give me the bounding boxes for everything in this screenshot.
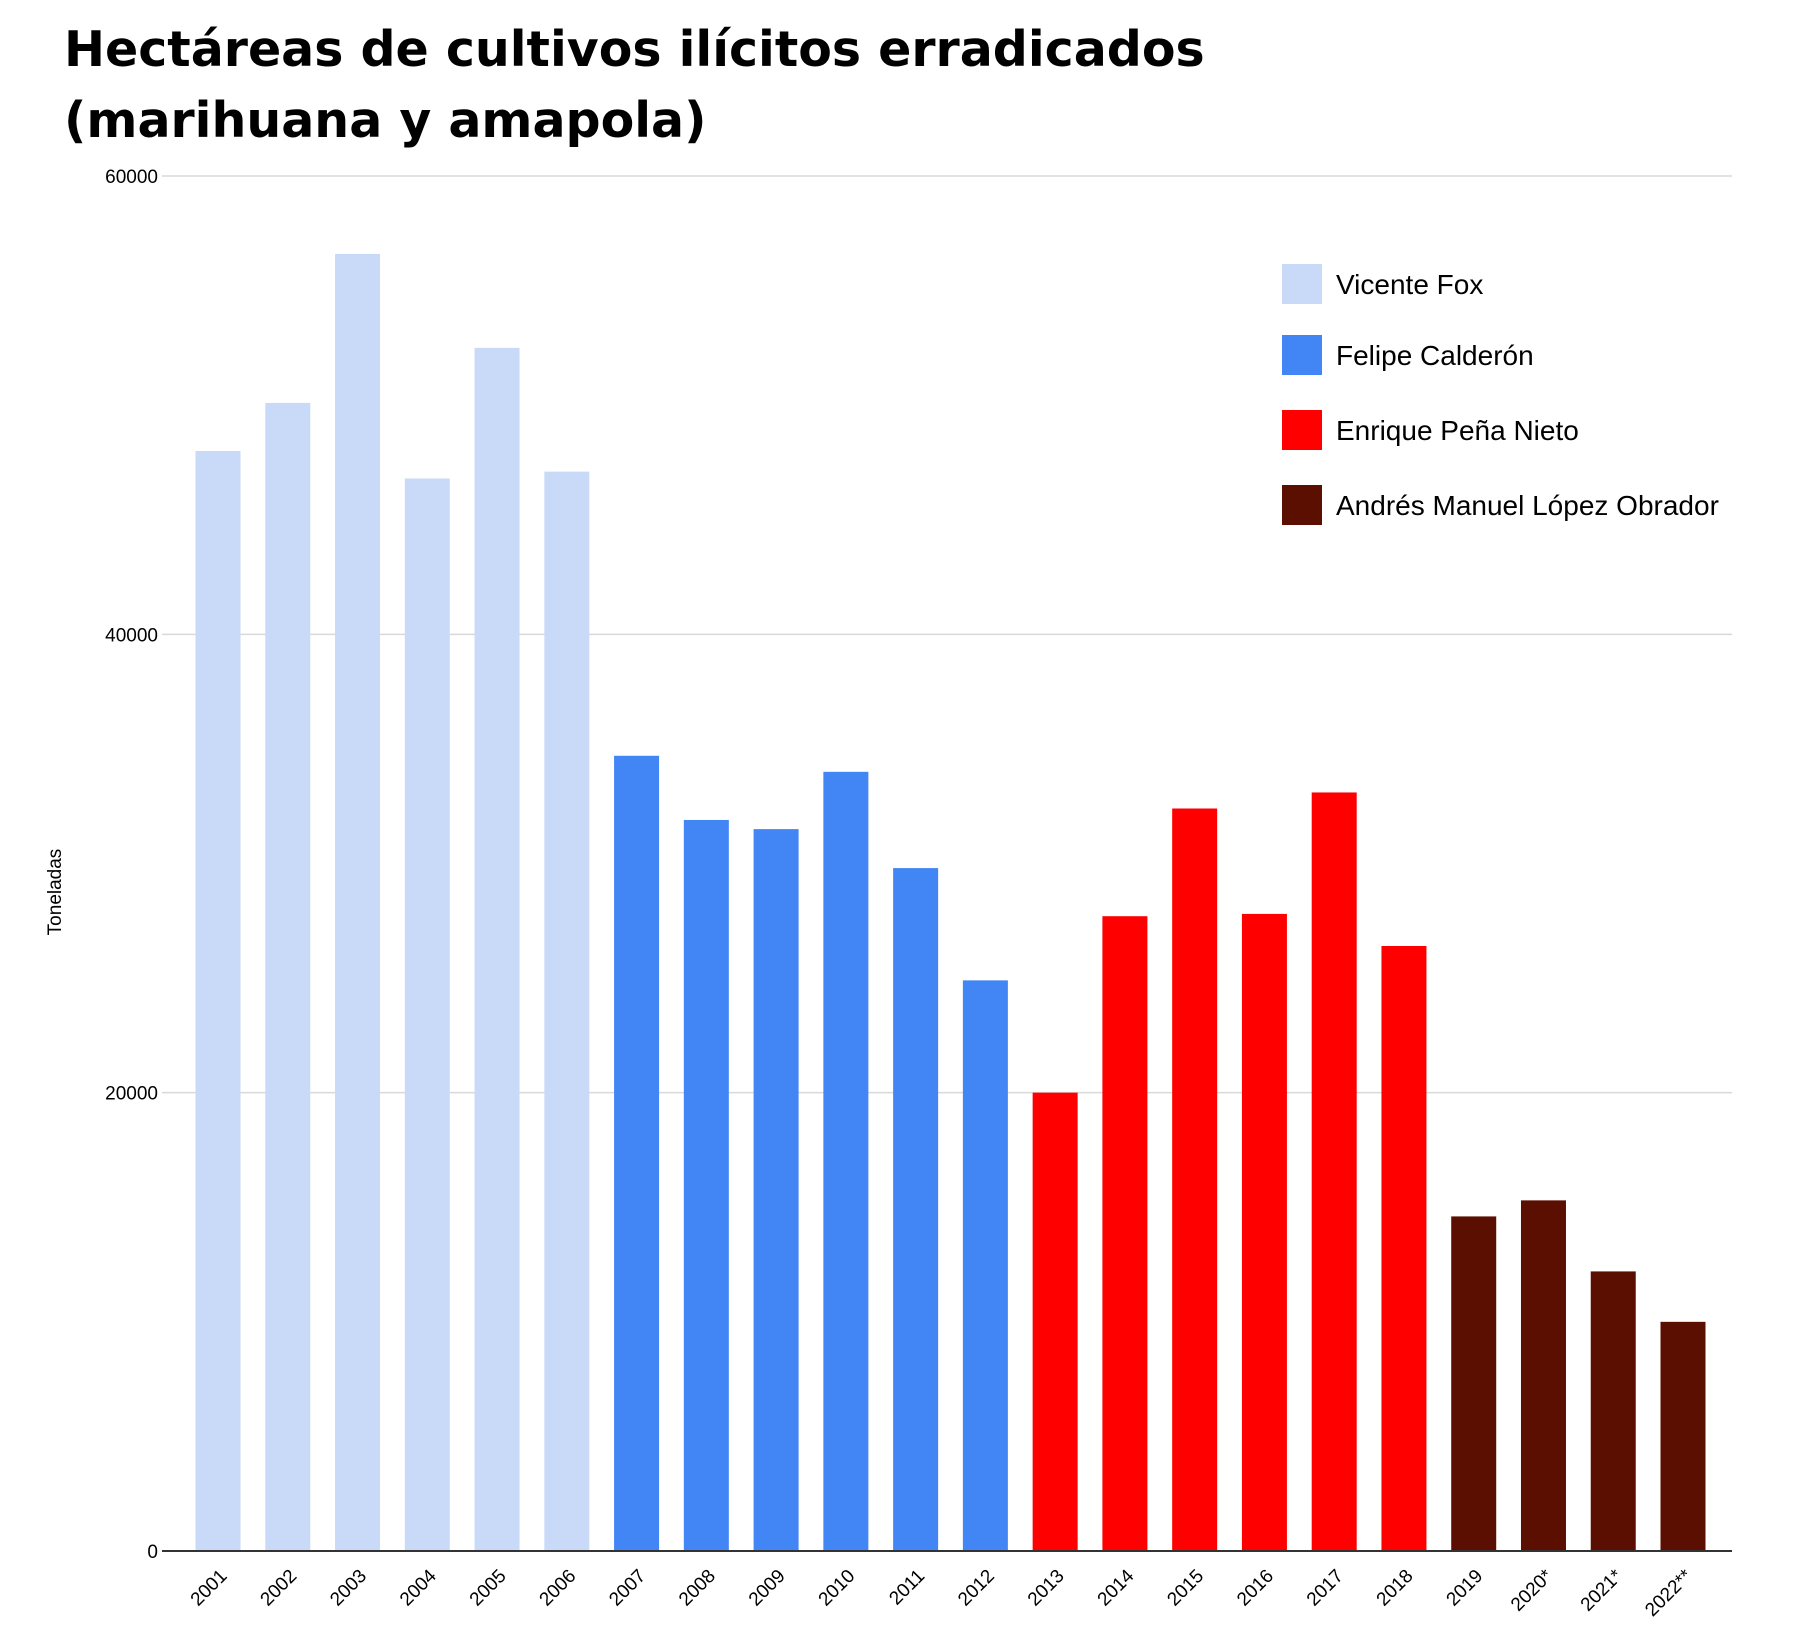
- x-tick-label: 2022**: [1641, 1565, 1697, 1621]
- x-tick-label: 2016: [1233, 1566, 1278, 1611]
- x-tick-label: 2005: [466, 1566, 511, 1611]
- bar-2012: [962, 980, 1008, 1551]
- x-tick-label: 2020*: [1507, 1565, 1557, 1615]
- x-tick-label: 2004: [396, 1565, 441, 1610]
- legend-label: Enrique Peña Nieto: [1336, 415, 1579, 446]
- legend-label: Felipe Calderón: [1336, 340, 1534, 371]
- x-tick-label: 2015: [1163, 1566, 1208, 1611]
- x-tick-label: 2006: [536, 1566, 581, 1611]
- bar-2015: [1172, 808, 1218, 1551]
- bar-2021*: [1590, 1271, 1636, 1551]
- x-tick-label: 2001: [187, 1566, 232, 1611]
- bar-2009: [753, 829, 799, 1551]
- x-tick-label: 2013: [1024, 1566, 1069, 1611]
- legend-swatch: [1282, 485, 1322, 525]
- x-tick-label: 2019: [1443, 1566, 1488, 1611]
- x-tick-label: 2003: [326, 1566, 371, 1611]
- x-tick-label: 2012: [954, 1566, 999, 1611]
- legend-swatch: [1282, 410, 1322, 450]
- bar-2006: [544, 471, 590, 1551]
- bar-2013: [1032, 1092, 1078, 1551]
- legend: Vicente Fox Felipe Calderón Enrique Peña N…: [1282, 264, 1719, 525]
- legend-swatch: [1282, 264, 1322, 304]
- y-tick-label: 0: [147, 1542, 158, 1563]
- bars: [195, 253, 1706, 1552]
- chart-title-line-2: (marihuana y amapola): [64, 92, 707, 149]
- bar-2010: [823, 771, 869, 1551]
- x-tick-label: 2002: [257, 1566, 302, 1611]
- bar-2008: [683, 819, 729, 1551]
- y-tick-label: 40000: [105, 625, 158, 646]
- bar-2018: [1381, 946, 1427, 1551]
- x-tick-label: 2011: [885, 1566, 929, 1610]
- bar-2011: [893, 868, 939, 1551]
- x-tick-label: 2008: [675, 1566, 720, 1611]
- bar-2019: [1451, 1216, 1497, 1551]
- bar-2014: [1102, 916, 1148, 1551]
- bar-2017: [1311, 792, 1357, 1551]
- bar-2003: [335, 253, 381, 1552]
- y-tick-label: 20000: [105, 1084, 158, 1105]
- legend-label: Vicente Fox: [1336, 269, 1483, 300]
- bar-2002: [265, 402, 311, 1551]
- x-tick-label: 2017: [1303, 1566, 1348, 1611]
- y-axis-label: Toneladas: [45, 849, 66, 936]
- x-tick-label: 2021*: [1577, 1565, 1627, 1615]
- bar-2005: [474, 347, 520, 1551]
- gridlines: [162, 175, 1732, 1094]
- x-tick-label: 2007: [605, 1566, 650, 1611]
- bar-2016: [1241, 913, 1287, 1551]
- x-tick-label: 2009: [745, 1566, 790, 1611]
- legend-swatch: [1282, 335, 1322, 375]
- legend-label: Andrés Manuel López Obrador: [1336, 490, 1719, 521]
- bar-2004: [404, 478, 450, 1551]
- x-tick-label: 2018: [1373, 1566, 1418, 1611]
- y-tick-label: 60000: [105, 167, 158, 188]
- y-axis-ticks: 0 20000 40000 60000: [105, 167, 158, 1563]
- x-axis-ticks: 2001 2002 2003 2004 2005 2006 2007 2008 2009 2010…: [187, 1565, 1697, 1621]
- bar-2022**: [1660, 1321, 1706, 1551]
- chart-title-line-1: Hectáreas de cultivos ilícitos erradicad…: [64, 21, 1205, 78]
- bar-2020*: [1520, 1200, 1566, 1551]
- x-tick-label: 2010: [815, 1566, 860, 1611]
- bar-2001: [195, 451, 241, 1551]
- x-tick-label: 2014: [1094, 1565, 1139, 1610]
- bar-2007: [614, 755, 660, 1551]
